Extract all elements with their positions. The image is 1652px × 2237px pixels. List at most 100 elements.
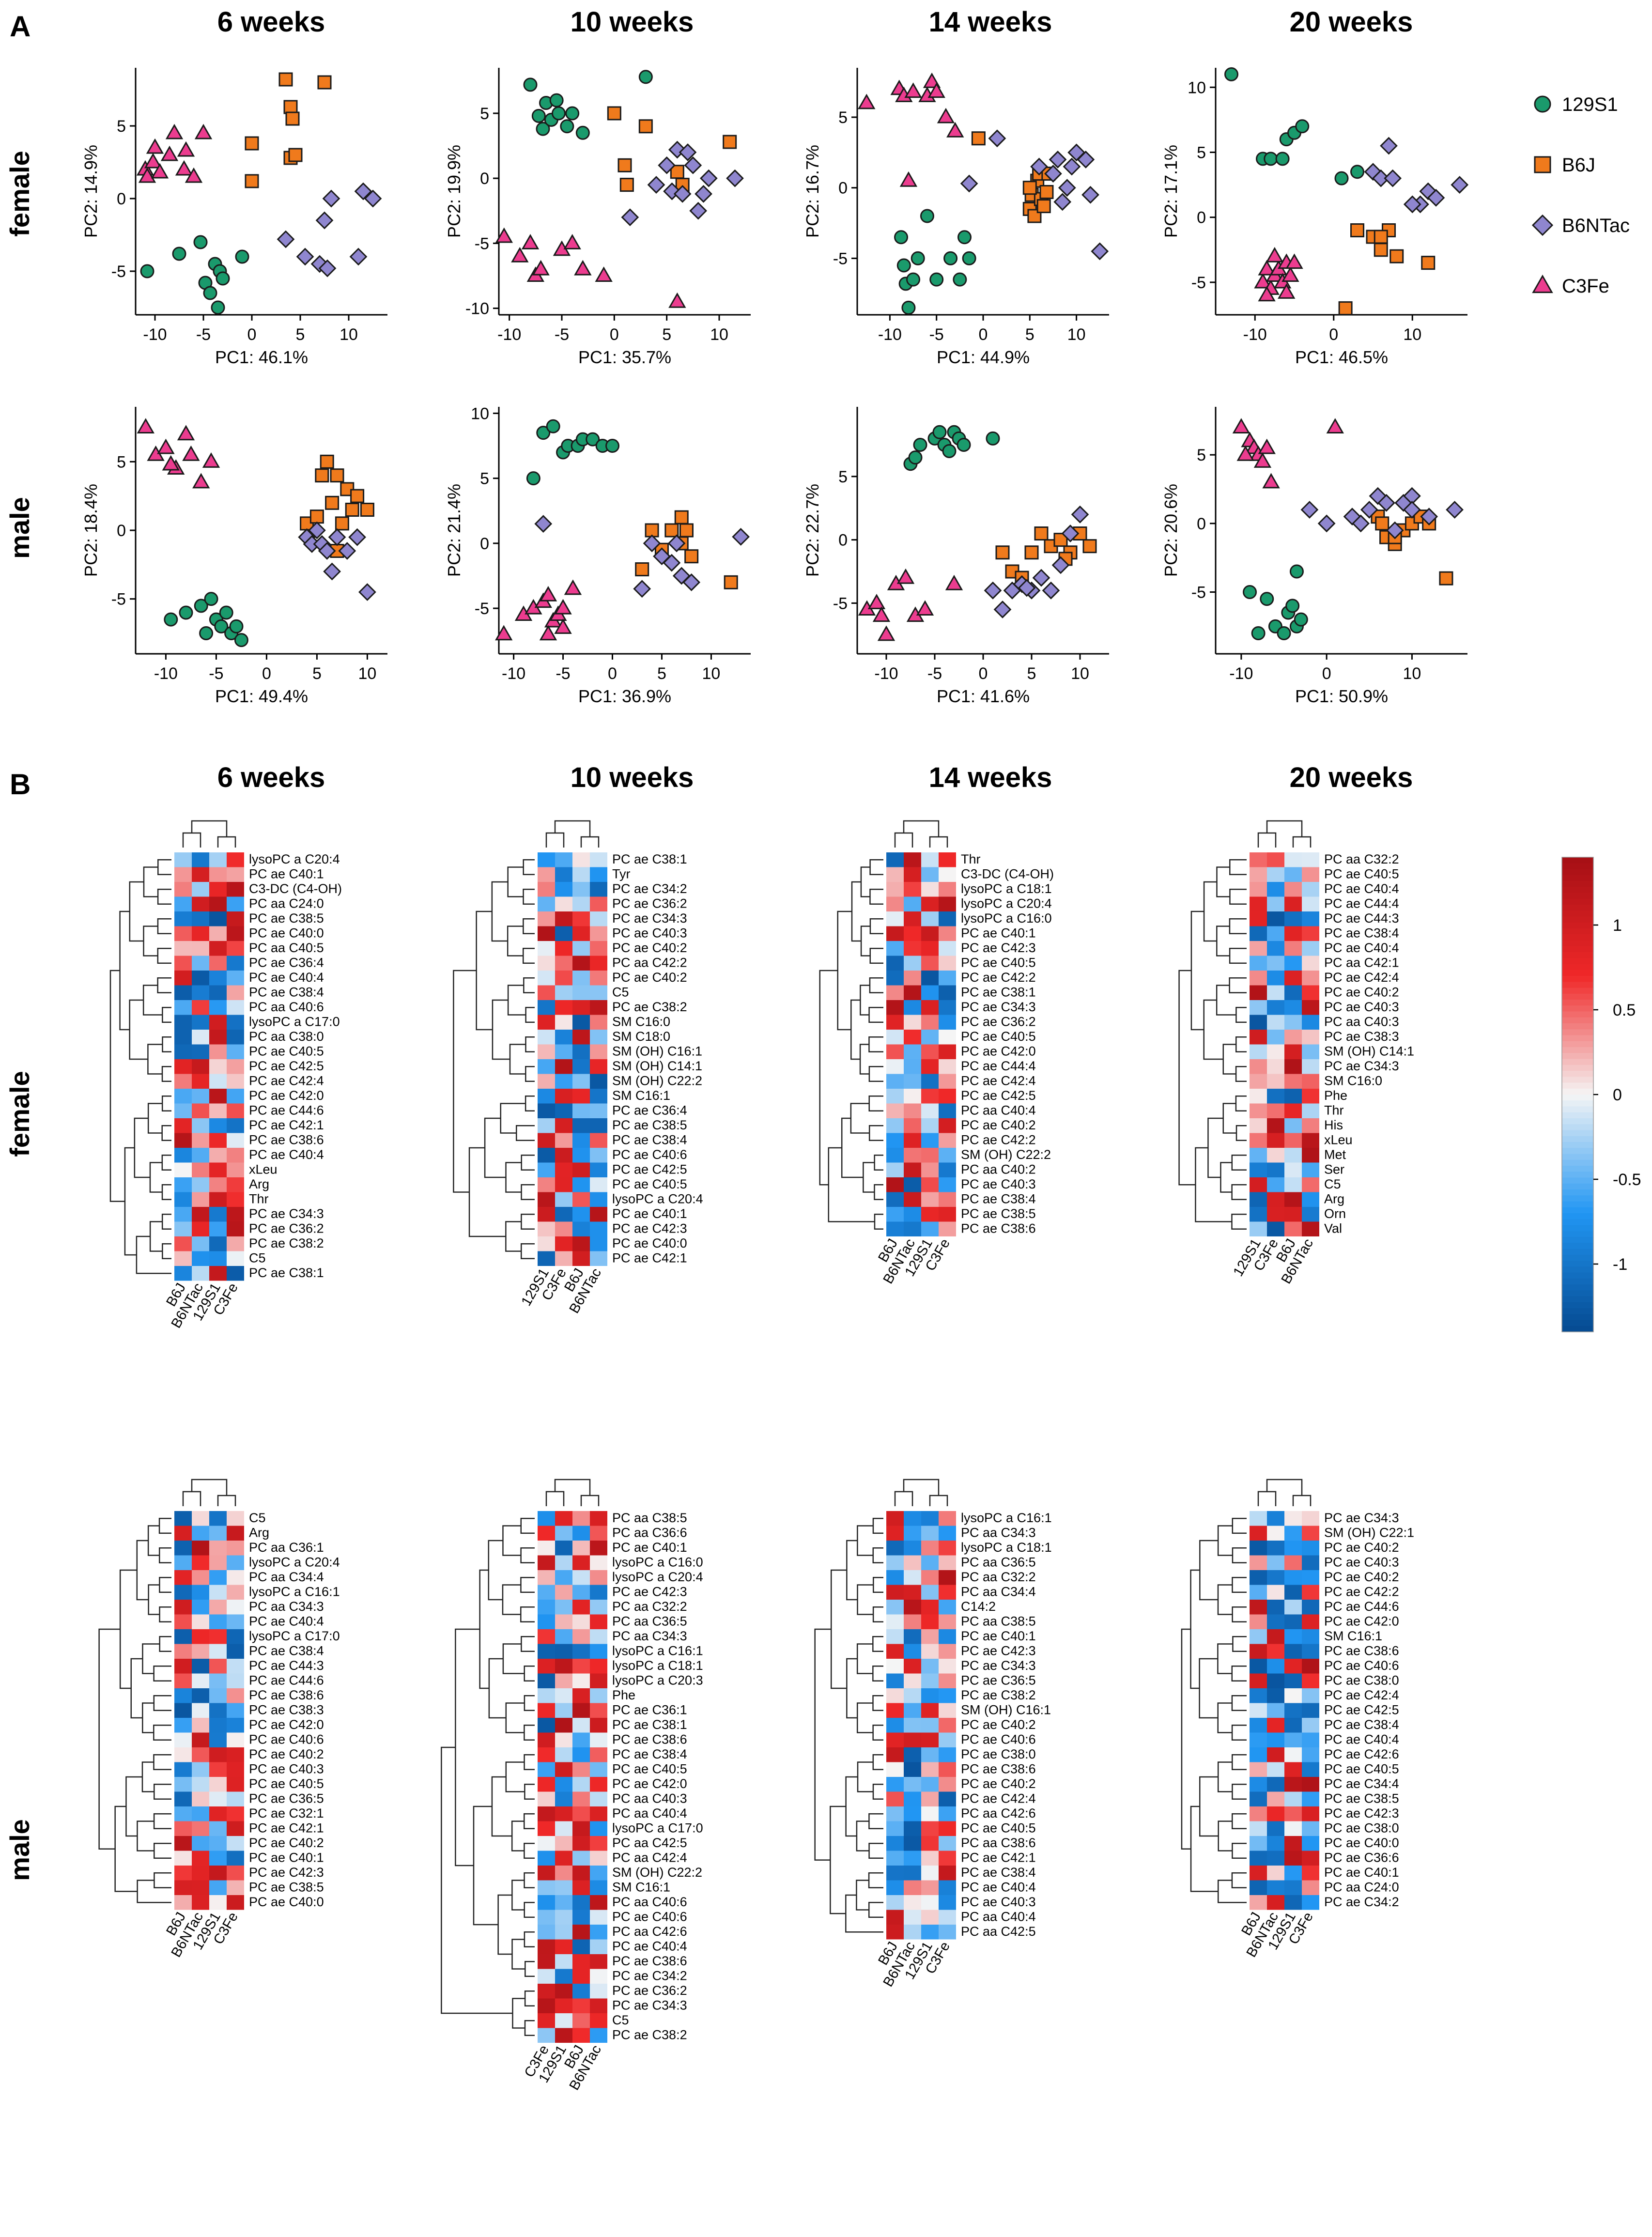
heatmap-cell	[590, 911, 607, 926]
row-label: PC aa C24:0	[249, 896, 324, 910]
heatmap-cell	[209, 882, 227, 897]
heatmap-cell	[192, 1192, 209, 1207]
heatmap-cell	[227, 926, 244, 941]
row-label: PC ae C40:2	[612, 970, 687, 985]
row-label: lysoPC a C17:0	[612, 1820, 703, 1835]
heatmap-cell	[572, 852, 590, 867]
heatmap-cell	[209, 1177, 227, 1192]
row-dendrogram	[441, 1518, 535, 2036]
point-B6NTac	[1053, 193, 1072, 211]
heatmap-cell	[904, 1118, 921, 1133]
row-label: PC aa C40:3	[1324, 1014, 1399, 1029]
heatmap-cell	[939, 1089, 956, 1104]
row-label: Thr	[961, 852, 981, 866]
heatmap-cell	[174, 956, 192, 971]
heatmap-cell	[192, 971, 209, 986]
legend-label-129S1: 129S1	[1562, 94, 1618, 115]
heatmap-cell	[921, 1880, 939, 1895]
colorbar-segment	[1562, 1266, 1593, 1273]
row-label: PC ae C42:3	[961, 941, 1036, 955]
heatmap-cell	[904, 1059, 921, 1074]
row-label: C5	[1324, 1177, 1341, 1191]
row-label: PC ae C38:5	[1324, 1791, 1399, 1805]
point-129S1	[199, 626, 214, 640]
heatmap-cell	[1284, 1732, 1302, 1747]
row-label: PC aa C42:6	[612, 1924, 687, 1939]
point-C3Fe	[182, 445, 200, 461]
heatmap-cell	[174, 1266, 192, 1281]
heatmap-cell	[886, 971, 904, 986]
heatmap-cell	[590, 1103, 607, 1118]
heatmap-cell	[886, 1059, 904, 1074]
heatmap-cell	[886, 1673, 904, 1688]
heatmap-cell	[555, 1044, 572, 1059]
heatmap-cell	[192, 1644, 209, 1659]
heatmap-cell	[572, 971, 590, 986]
colorbar-segment	[1562, 928, 1593, 935]
heatmap-cell	[1267, 882, 1284, 897]
heatmap-cell	[1250, 1148, 1267, 1163]
heatmap-cell	[1267, 1207, 1284, 1222]
heatmap-cell	[590, 1732, 607, 1747]
heatmap-cell	[921, 1600, 939, 1615]
row-label: PC aa C36:1	[249, 1540, 324, 1555]
point-C3Fe	[177, 141, 195, 157]
heatmap-cell	[209, 1600, 227, 1615]
heatmap-cell	[227, 1836, 244, 1851]
point-B6J	[995, 545, 1010, 560]
heatmap-cell	[572, 1526, 590, 1541]
y-tick-label: 5	[838, 468, 848, 486]
x-axis-label: PC1: 46.5%	[1295, 347, 1388, 367]
heatmap-cell	[886, 1600, 904, 1615]
y-tick-label: 0	[480, 170, 489, 188]
heatmap-cell	[590, 1762, 607, 1777]
heatmap-cell	[555, 1192, 572, 1207]
heatmap-cell	[209, 1806, 227, 1821]
heatmap-cell	[192, 1600, 209, 1615]
row-label: PC ae C42:0	[249, 1717, 324, 1732]
heatmap-cell	[939, 1866, 956, 1881]
heatmap-cell	[227, 882, 244, 897]
heatmap-cell	[590, 1791, 607, 1806]
point-B6NTac	[647, 176, 665, 194]
point-C3Fe	[554, 599, 572, 615]
point-129S1	[1350, 165, 1364, 179]
heatmap-cell	[538, 852, 555, 867]
heatmap-cell	[555, 1821, 572, 1836]
heatmap-cell	[174, 1866, 192, 1881]
row-label: PC ae C40:0	[612, 1236, 687, 1250]
heatmap-cell	[939, 1777, 956, 1792]
point-C3Fe	[896, 568, 915, 584]
row-label: PC ae C40:3	[961, 1177, 1036, 1191]
x-tick-label: 5	[312, 664, 322, 683]
heatmap-cell	[1250, 985, 1267, 1000]
point-129S1	[586, 432, 600, 447]
colorbar-segment	[1562, 1272, 1593, 1279]
row-dendrogram	[1178, 859, 1247, 1230]
heatmap-cell	[921, 1526, 939, 1541]
heatmap-cell	[590, 1177, 607, 1192]
heatmap-cell	[572, 1177, 590, 1192]
heatmap-cell	[1267, 1192, 1284, 1207]
heatmap-cell	[1302, 1644, 1319, 1659]
heatmap-cell	[886, 1644, 904, 1659]
heatmap-cell	[538, 1732, 555, 1747]
heatmap-cell	[886, 896, 904, 911]
heatmap-cell	[886, 956, 904, 971]
row-label: PC aa C42:1	[1324, 955, 1399, 970]
heatmap-cell	[1302, 1747, 1319, 1762]
colorbar-segment	[1562, 1142, 1593, 1148]
heatmap-cell	[227, 1806, 244, 1821]
x-tick-label: 10	[1403, 325, 1421, 344]
heatmap-cell	[1284, 852, 1302, 867]
heatmap-cell	[939, 1747, 956, 1762]
heatmap-cell	[1284, 1747, 1302, 1762]
heatmap-cell	[192, 1148, 209, 1163]
heatmap-cell	[886, 867, 904, 882]
heatmap-cell	[555, 2028, 572, 2043]
heatmap-cell	[227, 1866, 244, 1881]
heatmap-cell	[904, 1570, 921, 1585]
point-B6NTac	[277, 230, 295, 248]
column-dendrogram	[545, 820, 600, 848]
